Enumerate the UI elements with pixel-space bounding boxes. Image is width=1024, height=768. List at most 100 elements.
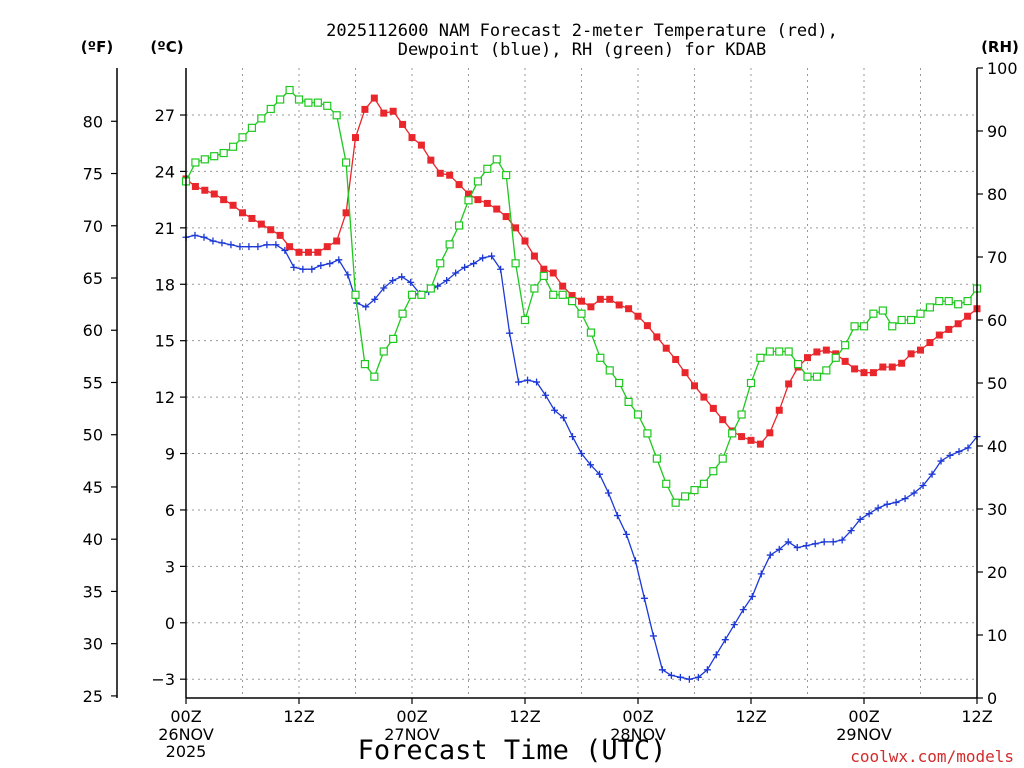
temperature-point-71 — [851, 365, 859, 373]
rh-tick-label-9: 90 — [987, 122, 1007, 141]
temperature-point-12 — [295, 248, 303, 256]
dewpoint-point-80 — [901, 495, 909, 503]
temperature-point-83 — [964, 312, 972, 320]
relative-humidity-point-17 — [341, 158, 351, 167]
x-tick-label-2: 00Z — [396, 707, 427, 726]
fahrenheit-tick-label-6: 55 — [83, 373, 103, 392]
relative-humidity-point-42 — [577, 309, 586, 318]
relative-humidity-point-37 — [530, 284, 539, 293]
temperature-point-16 — [333, 237, 341, 245]
dewpoint-point-25 — [407, 278, 415, 286]
temperature-point-4 — [220, 196, 228, 204]
relative-humidity-point-31 — [473, 177, 483, 186]
x-tick-sublabel-0-1: 2025 — [166, 742, 207, 761]
relative-humidity-point-44 — [596, 353, 605, 362]
relative-humidity-point-1 — [191, 158, 200, 167]
dewpoint-point-84 — [937, 457, 945, 465]
axes: −3 0 3 6 9 12 15 18 21 24 27 25 30 35 40 45 50 55 60 65 70 75… — [83, 59, 1018, 761]
dewpoint-point-87 — [964, 444, 972, 452]
temperature-point-35 — [512, 224, 520, 232]
relative-humidity-point-10 — [276, 95, 285, 104]
temperature-point-48 — [634, 312, 642, 320]
dewpoint-point-86 — [955, 448, 963, 456]
temperature-point-29 — [455, 181, 463, 189]
temperature-point-56 — [709, 404, 717, 412]
temperature-point-47 — [625, 305, 633, 313]
temperature-point-50 — [653, 333, 661, 341]
temperature-point-9 — [267, 226, 275, 234]
relative-humidity-point-8 — [257, 114, 266, 123]
celsius-tick-label-0: −3 — [151, 670, 175, 689]
fahrenheit-tick-label-7: 60 — [83, 321, 103, 340]
relative-humidity-point-68 — [822, 366, 831, 375]
relative-humidity-point-47 — [624, 397, 633, 406]
temperature-point-1 — [191, 182, 199, 190]
relative-humidity-point-39 — [549, 290, 558, 299]
x-tick-label-5: 12Z — [735, 707, 766, 726]
relative-humidity-point-2 — [200, 155, 209, 164]
celsius-tick-label-4: 9 — [165, 445, 175, 464]
dewpoint-point-23 — [389, 277, 397, 285]
relative-humidity-point-76 — [897, 315, 906, 325]
relative-humidity-point-52 — [671, 498, 680, 507]
rh-tick-label-10: 100 — [987, 59, 1018, 78]
relative-humidity-point-67 — [812, 372, 822, 381]
x-tick-label-4: 00Z — [622, 707, 653, 726]
temperature-point-17 — [342, 209, 350, 217]
temperature-point-45 — [606, 295, 614, 303]
temperature-point-14 — [314, 248, 322, 256]
dewpoint-point-34 — [488, 252, 496, 260]
dewpoint-point-40 — [542, 391, 550, 399]
x-tick-sublabel-0-0: 26NOV — [158, 725, 214, 744]
dewpoint-point-6 — [236, 243, 244, 251]
dewpoint-point-20 — [362, 303, 370, 311]
celsius-tick-label-2: 3 — [165, 557, 175, 576]
temperature-point-44 — [596, 295, 604, 303]
dewpoint-point-12 — [290, 263, 298, 271]
dewpoint-point-24 — [398, 273, 406, 281]
dewpoint-point-55 — [676, 673, 684, 681]
relative-humidity-point-70 — [841, 341, 850, 350]
temperature-point-32 — [483, 199, 491, 207]
relative-humidity-point-19 — [360, 360, 370, 369]
relative-humidity-point-57 — [718, 454, 727, 463]
temperature-point-43 — [587, 303, 595, 311]
temperature-point-49 — [643, 322, 651, 330]
celsius-tick-label-9: 24 — [155, 162, 175, 181]
temperature-point-34 — [502, 213, 510, 221]
temperature-point-41 — [568, 292, 576, 300]
credit-text: coolwx.com/models — [850, 747, 1014, 766]
dewpoint-point-49 — [622, 530, 630, 538]
temperature-point-24 — [408, 134, 416, 142]
temperature-point-70 — [841, 357, 849, 365]
rh-tick-label-4: 40 — [987, 437, 1007, 456]
x-tick-sublabel-2-0: 27NOV — [384, 725, 440, 744]
relative-humidity-point-24 — [407, 290, 417, 299]
relative-humidity-point-35 — [511, 259, 520, 268]
relative-humidity-point-61 — [756, 353, 765, 362]
temperature-point-77 — [907, 350, 915, 358]
relative-humidity-point-66 — [803, 372, 812, 381]
dewpoint-point-7 — [245, 243, 253, 251]
dewpoint-point-42 — [560, 414, 568, 422]
fahrenheit-tick-label-8: 65 — [83, 269, 103, 288]
temperature-point-66 — [804, 354, 811, 362]
temperature-point-62 — [766, 429, 774, 437]
relative-humidity-point-16 — [332, 111, 341, 120]
temperature-point-31 — [474, 196, 482, 204]
fahrenheit-tick-label-1: 30 — [83, 635, 103, 654]
dewpoint-point-83 — [928, 470, 936, 478]
dewpoint-point-52 — [649, 632, 657, 640]
temperature-point-63 — [775, 406, 783, 414]
relative-humidity-point-74 — [878, 306, 887, 315]
temperature-point-57 — [719, 416, 727, 424]
temperature-point-80 — [935, 331, 943, 339]
rh-tick-label-1: 10 — [987, 626, 1007, 645]
dewpoint-point-28 — [434, 282, 442, 290]
relative-humidity-point-49 — [643, 429, 652, 438]
x-tick-label-1: 12Z — [283, 707, 314, 726]
relative-humidity-point-65 — [793, 360, 803, 369]
dewpoint-point-50 — [631, 557, 639, 565]
temperature-point-72 — [860, 369, 868, 377]
relative-humidity-point-50 — [652, 454, 661, 463]
